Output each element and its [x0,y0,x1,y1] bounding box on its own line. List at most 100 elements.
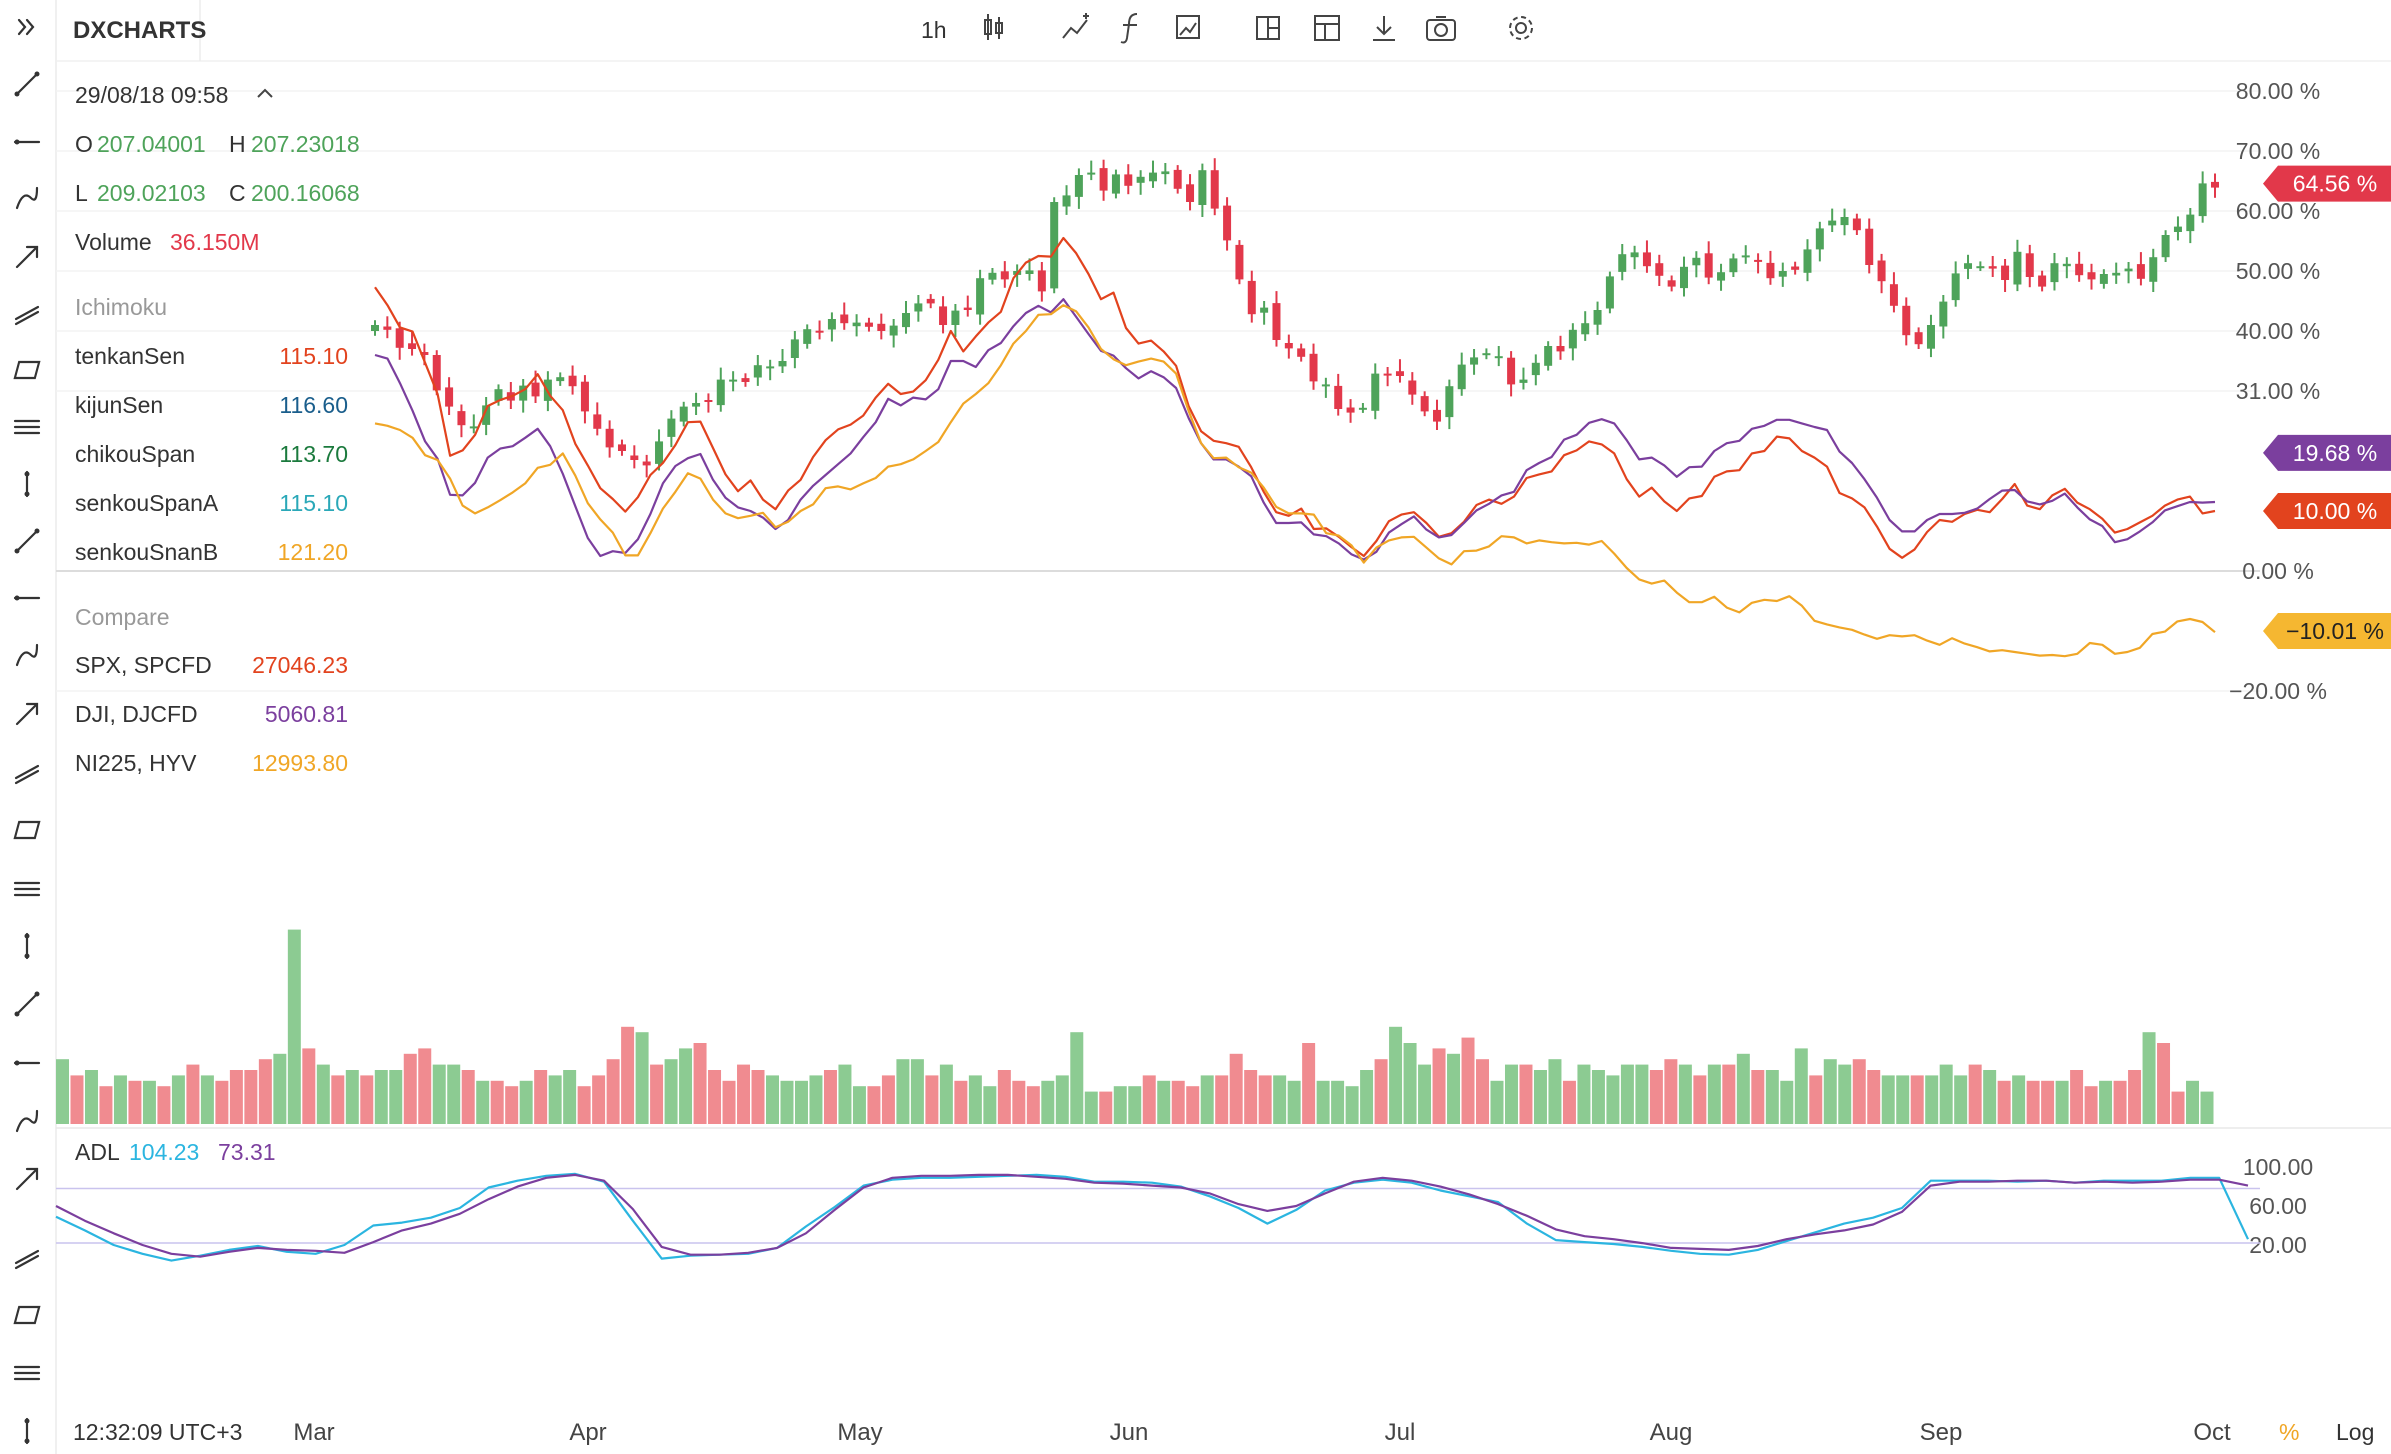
fib-retracement-icon[interactable] [13,881,41,897]
chevron-up-icon[interactable] [257,88,273,98]
app-title: DXCHARTS [73,17,206,44]
price-axis[interactable]: 80.00 % 70.00 % 60.00 % 50.00 % 40.00 % 31.00… [2229,78,2327,704]
candle-body [1741,255,1750,258]
download-icon[interactable] [1373,16,1395,41]
price-range-icon[interactable] [24,470,30,498]
volume-bar [1171,1080,1185,1124]
compare-symbol-value: 27046.23 [252,652,348,678]
candle-body [655,441,664,464]
indicators-icon[interactable] [1062,13,1089,39]
candle [1223,197,1232,251]
fib-fan-icon[interactable] [14,991,40,1017]
candle-body [1729,258,1738,273]
x-tick-label: May [837,1419,882,1446]
candle-body [1223,205,1232,241]
candle-body [2087,272,2096,280]
time-axis[interactable]: Mar Apr May Jun Jul Aug Sep Oct [293,1419,2231,1446]
volume-bar [2070,1070,2084,1124]
volume-bar [1925,1075,1939,1124]
parallel-channel-icon[interactable] [15,702,39,726]
ichimoku-line-value: 116.60 [279,392,348,418]
percent-scale-toggle[interactable]: % [2279,1419,2299,1445]
y-tick-label: 80.00 % [2236,78,2320,104]
candle-body [1840,217,1849,226]
adl-label[interactable]: ADL [75,1139,120,1165]
arrow-icon[interactable] [14,305,40,326]
log-scale-toggle[interactable]: Log [2336,1419,2374,1445]
volume-bar [606,1059,620,1124]
candle [840,302,849,330]
gann-icon[interactable] [13,1060,41,1066]
volume-bar [1751,1070,1765,1124]
price-badge: 64.56 % [2263,165,2391,202]
candle [383,316,392,339]
compare-title[interactable]: Compare [75,604,170,630]
extended-line-icon[interactable] [13,360,41,380]
candle [1445,379,1454,430]
legend: 29/08/18 09:58 O 207.04001 H 207.23018 L… [75,82,360,776]
candle [1939,295,1948,339]
candle [1272,291,1281,347]
grid-icon[interactable] [15,1167,39,1191]
layout-icon[interactable] [1256,16,1280,40]
legend-datetime[interactable]: 29/08/18 09:58 [75,82,228,108]
eraser-icon[interactable] [13,1305,41,1325]
volume-bar [722,1080,736,1124]
candle [1136,170,1145,195]
gear-icon[interactable] [1509,16,1533,40]
volume-bar [621,1026,635,1124]
candle [1704,241,1713,285]
volume-bar [1620,1064,1634,1124]
expand-icon[interactable] [17,18,35,36]
channel-icon[interactable] [15,643,39,667]
pitchfork-icon[interactable] [14,764,40,785]
arc-icon[interactable] [13,820,41,840]
candle-body [1877,260,1886,282]
line-tool-icon[interactable] [14,71,40,97]
candle [766,359,775,381]
multichart-icon[interactable] [1314,15,1340,41]
candle-type-icon[interactable] [984,14,1003,40]
volume-bar [910,1059,924,1124]
ichimoku-title[interactable]: Ichimoku [75,294,167,320]
volume-bar [215,1080,229,1124]
candle-body [1470,357,1479,365]
volume-bar [563,1070,577,1124]
candle [1544,341,1553,371]
drawings-icon[interactable] [1176,15,1200,39]
candle [1914,327,1923,349]
volume-bar [1316,1080,1330,1124]
volume-bar [389,1070,403,1124]
price-badge-shape [2263,613,2391,650]
volume-bars [56,929,2214,1124]
interval-button[interactable]: 1h [921,17,947,43]
candle [1840,208,1849,236]
vertical-line-icon[interactable] [14,528,40,554]
pattern-icon[interactable] [15,1109,39,1133]
ray-tool-icon[interactable] [13,139,41,145]
eye-icon[interactable] [13,1365,41,1381]
clock-time: 12:32:09 UTC+3 [73,1419,242,1445]
candle-body [778,361,787,367]
studies-icon[interactable] [1120,13,1138,44]
layers-icon[interactable] [24,1417,30,1445]
trend-angle-icon[interactable] [13,419,41,435]
horizontal-line-icon[interactable] [15,186,39,210]
adl-legend: ADL 104.23 73.31 [75,1139,276,1165]
candle [1766,250,1775,285]
brush-icon[interactable] [15,245,39,269]
candle [1877,253,1886,294]
magnet-icon[interactable] [14,1249,40,1270]
candle [1420,391,1429,417]
candle-body [902,313,911,328]
candle-body [1111,174,1120,194]
compare-symbol-value: 12993.80 [252,750,348,776]
rectangle-icon[interactable] [13,595,41,601]
candle-body [1630,252,1639,258]
candle-body [1099,168,1108,191]
candle [445,377,454,415]
fib-extension-icon[interactable] [24,932,30,960]
camera-icon[interactable] [1426,16,1456,41]
volume-bar [258,1059,272,1124]
volume-bar [1157,1080,1171,1124]
